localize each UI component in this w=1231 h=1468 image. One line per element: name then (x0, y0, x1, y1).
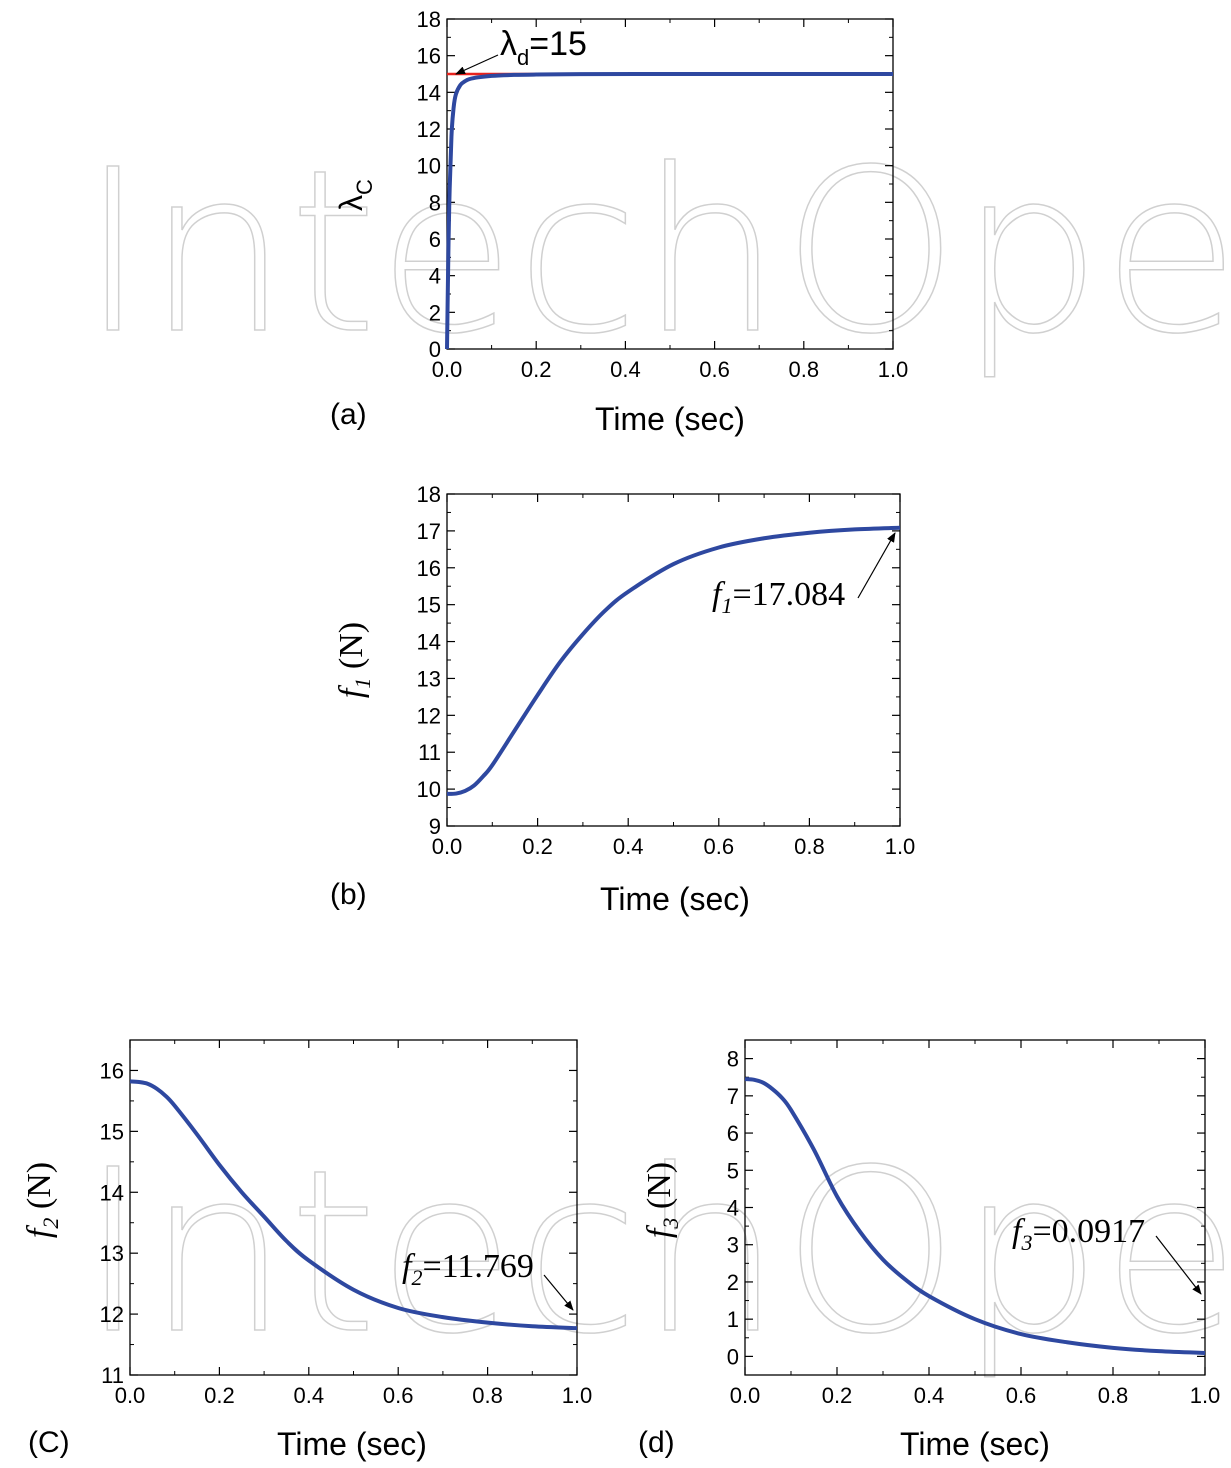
chart-panel-d: 0.0 0.2 0.4 0.6 0.8 1.0 0 1 2 3 4 5 6 7 8 (727, 1039, 1221, 1408)
x-tick-label: 0.4 (613, 834, 644, 859)
panel-label-a: (a) (330, 398, 367, 431)
x-tick-label: 1.0 (1190, 1383, 1221, 1408)
x-tick-label: 0.6 (1006, 1383, 1037, 1408)
y-axis-title-c: f2 (N) (21, 1162, 63, 1238)
annotation-f3: f3=0.0917 (1012, 1213, 1145, 1255)
y-tick-label: 18 (417, 482, 441, 507)
y-tick-label: 14 (417, 630, 441, 655)
chart-panel-a: 0.0 0.2 0.4 0.6 0.8 1.0 0 2 4 6 8 10 12 14 16 18 (417, 7, 909, 382)
y-tick-label: 16 (100, 1058, 124, 1083)
y-tick-label: 0 (429, 337, 441, 362)
x-tick-label: 0.2 (522, 834, 553, 859)
x-tick-label: 0.0 (115, 1383, 146, 1408)
annotation-f1: f1=17.084 (712, 576, 845, 618)
x-tick-label: 0.2 (204, 1383, 235, 1408)
y-tick-label: 16 (417, 556, 441, 581)
y-tick-label: 11 (418, 740, 441, 765)
x-tick-label: 0.0 (432, 357, 463, 382)
annotation-arrow-b (857, 532, 896, 599)
x-tick-label: 0.0 (432, 834, 463, 859)
annotation-arrow-d (1155, 1235, 1202, 1295)
y-tick-label: 2 (727, 1270, 739, 1295)
panel-label-d: (d) (638, 1426, 675, 1459)
svg-text:f1 (N): f1 (N) (333, 622, 375, 698)
y-tick-label: 6 (429, 227, 441, 252)
y-tick-label: 10 (417, 777, 441, 802)
annotation-lambda-d: λd=15 (500, 25, 587, 70)
annotation-f2: f2=11.769 (402, 1248, 534, 1290)
x-tick-label: 0.4 (294, 1383, 325, 1408)
y-tick-label: 10 (417, 154, 441, 179)
series-line (744, 1077, 1206, 1355)
panel-label-b: (b) (330, 878, 367, 911)
x-tick-label: 0.6 (699, 357, 730, 382)
x-tick-label: 0.4 (914, 1383, 945, 1408)
y-axis-title-b: f1 (N) (333, 622, 375, 698)
y-tick-label: 13 (100, 1241, 124, 1266)
x-axis-title-a: Time (sec) (595, 401, 745, 437)
y-tick-label: 18 (417, 7, 441, 32)
chart-panel-c: 0.0 0.2 0.4 0.6 0.8 1.0 11 12 13 14 15 16 (100, 1039, 593, 1408)
y-tick-label: 12 (100, 1302, 124, 1327)
y-tick-label: 12 (417, 117, 441, 142)
y-tick-label: 8 (429, 190, 441, 215)
x-tick-label: 0.4 (610, 357, 641, 382)
y-tick-label: 2 (429, 300, 441, 325)
y-tick-label: 11 (101, 1363, 124, 1388)
y-tick-label: 3 (727, 1233, 739, 1258)
y-tick-label: 15 (100, 1119, 124, 1144)
watermark-top: IntechOpen (80, 122, 1231, 384)
x-tick-label: 0.6 (704, 834, 735, 859)
x-tick-label: 0.2 (822, 1383, 853, 1408)
x-tick-label: 1.0 (885, 834, 916, 859)
y-tick-label: 15 (417, 593, 441, 618)
chart-panel-b: 0.0 0.2 0.4 0.6 0.8 1.0 9 10 11 12 13 14 15 16 17 18 (417, 482, 916, 859)
y-tick-label: 1 (727, 1307, 739, 1332)
x-tick-label: 1.0 (562, 1383, 593, 1408)
y-tick-label: 4 (429, 264, 441, 289)
x-axis-title-b: Time (sec) (600, 881, 750, 917)
y-tick-label: 0 (727, 1344, 739, 1369)
x-tick-label: 0.6 (383, 1383, 414, 1408)
annotation-arrow-a (455, 54, 499, 75)
panel-label-c: (C) (28, 1426, 70, 1459)
x-tick-label: 0.2 (521, 357, 552, 382)
y-tick-label: 16 (417, 44, 441, 69)
x-tick-label: 0.0 (730, 1383, 761, 1408)
y-tick-label: 17 (417, 519, 441, 544)
y-tick-label: 4 (727, 1196, 739, 1221)
plot-frame (446, 493, 901, 827)
x-tick-label: 0.8 (472, 1383, 503, 1408)
series-line (129, 1079, 578, 1331)
x-tick-label: 1.0 (878, 357, 909, 382)
y-tick-label: 9 (429, 814, 441, 839)
x-axis-title-d: Time (sec) (900, 1426, 1050, 1462)
x-tick-label: 0.8 (1098, 1383, 1129, 1408)
x-axis-title-c: Time (sec) (277, 1426, 427, 1462)
y-tick-label: 8 (727, 1047, 739, 1072)
y-tick-label: 14 (417, 80, 441, 105)
x-tick-label: 0.8 (789, 357, 820, 382)
svg-text:f2 (N): f2 (N) (21, 1162, 63, 1238)
y-tick-label: 14 (100, 1180, 124, 1205)
y-tick-label: 7 (727, 1084, 739, 1109)
x-tick-label: 0.8 (794, 834, 825, 859)
y-tick-label: 13 (417, 666, 441, 691)
series-line (446, 525, 901, 796)
y-tick-label: 5 (727, 1158, 739, 1183)
series-line (445, 71, 893, 350)
watermark-bottom: IntechOpen (80, 1122, 1231, 1384)
y-tick-label: 12 (417, 703, 441, 728)
y-tick-label: 6 (727, 1121, 739, 1146)
annotation-arrow-c (543, 1274, 574, 1311)
